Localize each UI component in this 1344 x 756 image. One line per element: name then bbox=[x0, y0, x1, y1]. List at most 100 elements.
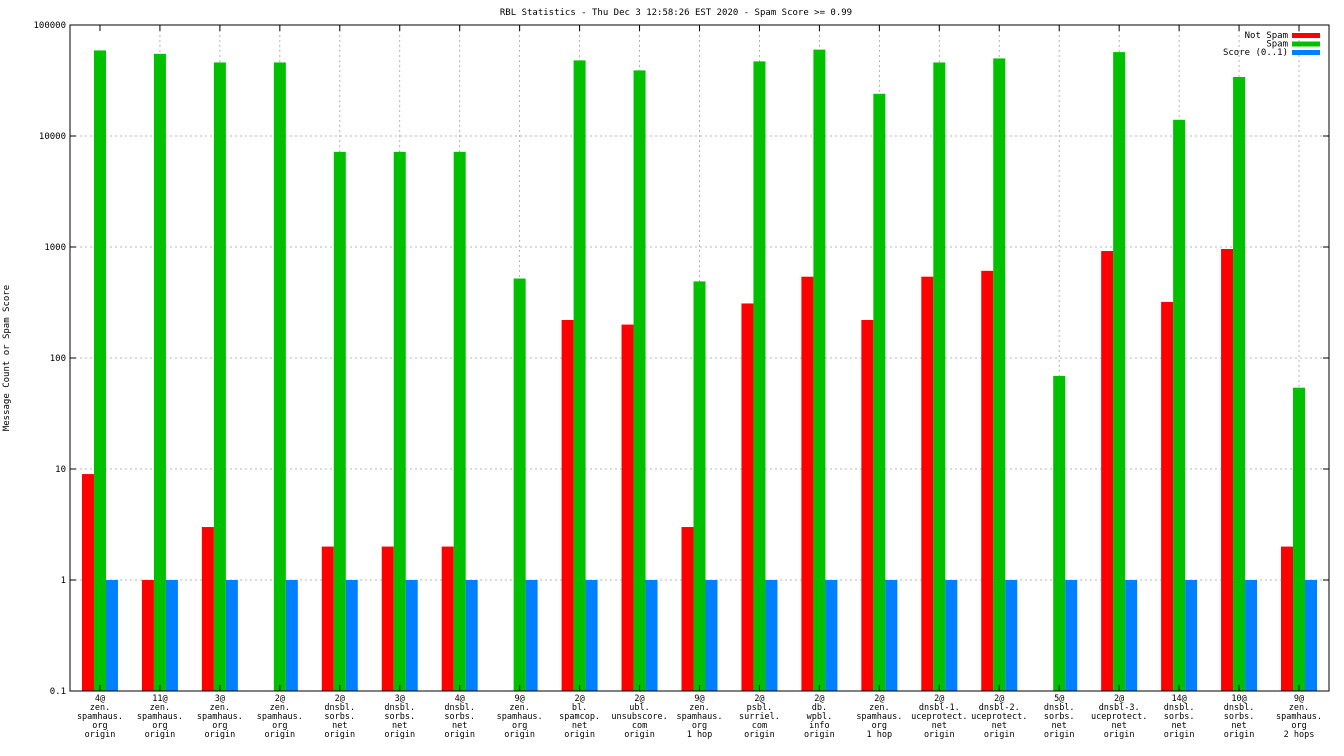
bar-spam bbox=[333, 151, 346, 692]
x-tick-label-line: sorbs. bbox=[324, 712, 355, 722]
x-tick-label-line: surriel. bbox=[739, 712, 780, 722]
x-tick-label-line: dnsbl. bbox=[324, 703, 355, 713]
x-tick-label-line: zen. bbox=[689, 703, 709, 713]
x-tick-label-line: origin bbox=[1044, 730, 1075, 740]
bar-score-0-1 bbox=[1305, 580, 1318, 691]
bar-score-0-1 bbox=[1065, 580, 1078, 691]
x-tick-label-line: 1 hop bbox=[867, 730, 893, 740]
x-tick-label: 9@ zen. spamhaus. org 2 hops bbox=[1276, 694, 1322, 740]
x-tick-label-line: 2@ bbox=[994, 694, 1004, 704]
bar-spam bbox=[1293, 387, 1306, 691]
x-tick-label-line: 4@ bbox=[455, 694, 465, 704]
x-tick-label-line: origin bbox=[205, 730, 236, 740]
y-tick-label: 1 bbox=[61, 576, 66, 586]
bar-spam bbox=[1053, 375, 1066, 691]
bar-score-0-1 bbox=[285, 580, 298, 691]
x-tick-label-line: origin bbox=[804, 730, 835, 740]
bar-score-0-1 bbox=[525, 580, 538, 691]
x-tick-label-line: 2@ bbox=[574, 694, 584, 704]
x-tick-label: 5@ dnsbl. sorbs. net origin bbox=[1044, 694, 1075, 740]
bar-not-spam bbox=[201, 527, 214, 691]
y-axis-label: Message Count or Spam Score bbox=[2, 285, 12, 431]
x-tick-label-line: origin bbox=[384, 730, 415, 740]
x-tick-label-line: net bbox=[1231, 721, 1246, 731]
x-tick-label-line: com bbox=[632, 721, 647, 731]
x-tick-label-line: dnsbl. bbox=[1224, 703, 1255, 713]
x-tick-label-line: net bbox=[932, 721, 947, 731]
bar-not-spam bbox=[141, 580, 154, 691]
x-tick-label-line: 2 hops bbox=[1284, 730, 1315, 740]
x-tick-label-line: zen. bbox=[210, 703, 230, 713]
x-tick-label-line: 9@ bbox=[515, 694, 525, 704]
x-tick-label: 2@ dnsbl. sorbs. net origin bbox=[324, 694, 355, 740]
x-tick-label-line: origin bbox=[324, 730, 355, 740]
x-tick-label-line: spamhaus. bbox=[257, 712, 303, 722]
x-tick-label-line: origin bbox=[564, 730, 595, 740]
x-tick-label-line: 5@ bbox=[1054, 694, 1064, 704]
x-tick-label: 14@ dnsbl. sorbs. net origin bbox=[1164, 694, 1195, 740]
x-tick-label-line: zen. bbox=[150, 703, 170, 713]
x-tick-label-line: spamhaus. bbox=[856, 712, 902, 722]
x-tick-label-line: info bbox=[809, 721, 829, 731]
bar-score-0-1 bbox=[225, 580, 238, 691]
x-tick-label-line: origin bbox=[1164, 730, 1195, 740]
x-tick-label: 2@ bl. spamcop. net origin bbox=[559, 694, 600, 740]
bar-score-0-1 bbox=[1185, 580, 1198, 691]
bar-spam bbox=[813, 49, 826, 692]
bar-spam bbox=[213, 62, 226, 691]
x-tick-label: 10@ dnsbl. sorbs. net origin bbox=[1224, 694, 1255, 740]
x-tick-label-line: uceprotect. bbox=[1091, 712, 1147, 722]
x-tick-label-line: zen. bbox=[90, 703, 110, 713]
x-tick-label-line: net bbox=[332, 721, 347, 731]
bar-not-spam bbox=[621, 324, 634, 691]
x-tick-label-line: origin bbox=[444, 730, 475, 740]
bar-spam bbox=[873, 93, 886, 691]
bar-spam bbox=[273, 62, 286, 691]
x-tick-label-line: dnsbl-2. bbox=[979, 703, 1020, 713]
x-tick-label-line: sorbs. bbox=[1224, 712, 1255, 722]
x-tick-label-line: spamhaus. bbox=[77, 712, 123, 722]
bar-score-0-1 bbox=[165, 580, 178, 691]
x-tick-label-line: 11@ bbox=[152, 694, 167, 704]
bar-spam bbox=[1173, 119, 1186, 691]
x-tick-label-line: origin bbox=[145, 730, 176, 740]
x-tick-label-line: origin bbox=[1224, 730, 1255, 740]
x-tick-label-line: zen. bbox=[1289, 703, 1309, 713]
x-tick-label-line: org bbox=[872, 721, 887, 731]
x-tick-label-line: origin bbox=[1104, 730, 1135, 740]
x-tick-label-line: org bbox=[692, 721, 707, 731]
x-tick-label-line: 14@ bbox=[1171, 694, 1186, 704]
x-tick-label-line: 2@ bbox=[634, 694, 644, 704]
x-tick-label-line: dnsbl-1. bbox=[919, 703, 960, 713]
bar-not-spam bbox=[81, 474, 94, 691]
x-tick-label-line: uceprotect. bbox=[971, 712, 1027, 722]
x-tick-label-line: zen. bbox=[869, 703, 889, 713]
y-tick-label: 100 bbox=[50, 354, 66, 364]
bar-not-spam bbox=[1101, 251, 1114, 692]
x-tick-label-line: com bbox=[752, 721, 767, 731]
x-tick-label-line: 2@ bbox=[934, 694, 944, 704]
x-tick-label-line: org bbox=[1291, 721, 1306, 731]
x-tick-label-line: ubl. bbox=[629, 703, 649, 713]
x-tick-label-line: origin bbox=[744, 730, 775, 740]
x-tick-label-line: net bbox=[1052, 721, 1067, 731]
bar-score-0-1 bbox=[1005, 580, 1018, 691]
x-tick-label: 9@ zen. spamhaus. org 1 hop bbox=[676, 694, 722, 740]
x-tick-label-line: dnsbl-3. bbox=[1099, 703, 1140, 713]
bars bbox=[81, 49, 1318, 692]
x-tick-label: 2@ zen. spamhaus. org origin bbox=[257, 694, 303, 740]
x-tick-label-line: uceprotect. bbox=[911, 712, 967, 722]
bar-not-spam bbox=[981, 270, 994, 691]
x-tick-label-line: dnsbl. bbox=[444, 703, 475, 713]
x-tick-label-line: dnsbl. bbox=[384, 703, 415, 713]
x-tick-label-line: org bbox=[212, 721, 227, 731]
x-tick-label: 11@ zen. spamhaus. org origin bbox=[137, 694, 183, 740]
x-tick-label-line: sorbs. bbox=[444, 712, 475, 722]
x-tick-label-line: wpbl. bbox=[807, 712, 833, 722]
x-tick-label: 4@ dnsbl. sorbs. net origin bbox=[444, 694, 475, 740]
x-tick-label-line: bl. bbox=[572, 703, 587, 713]
x-tick-label-line: net bbox=[1171, 721, 1186, 731]
x-tick-label: 2@ db. wpbl. info origin bbox=[804, 694, 835, 740]
x-tick-label: 2@ dnsbl-1. uceprotect. net origin bbox=[911, 694, 967, 740]
